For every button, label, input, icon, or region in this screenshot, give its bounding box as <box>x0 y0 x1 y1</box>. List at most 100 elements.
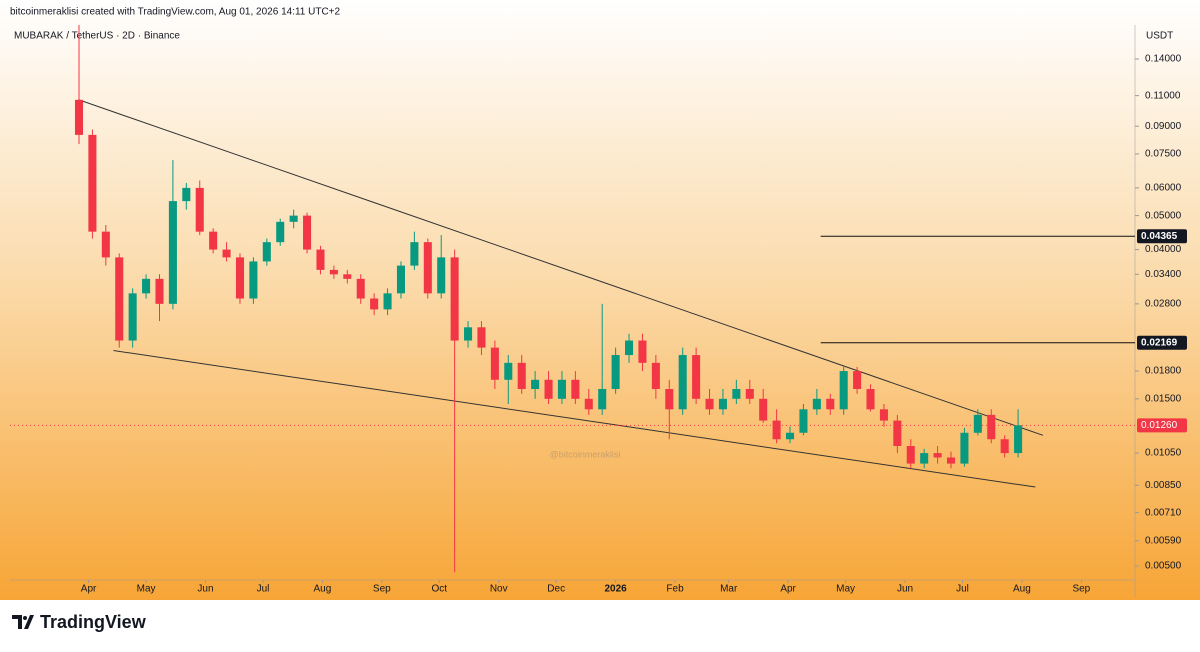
candle-body <box>933 453 942 458</box>
candle-body <box>383 293 392 310</box>
candle-body <box>692 355 701 399</box>
x-tick-label: May <box>836 584 855 595</box>
candle-body <box>920 453 929 464</box>
x-tick-label: Aug <box>313 584 331 595</box>
x-tick-label: Apr <box>81 584 97 595</box>
candle-body <box>799 409 808 433</box>
x-tick-label: Jul <box>956 584 969 595</box>
y-tick-label: 0.01800 <box>1145 366 1182 377</box>
brand: TradingView <box>40 612 147 632</box>
candle-body <box>584 398 593 410</box>
candle-body <box>772 420 781 440</box>
x-tick-label: Oct <box>432 584 448 595</box>
candle-body <box>987 414 996 440</box>
y-tick-label: 0.00710 <box>1145 507 1182 518</box>
candle-body <box>879 409 888 421</box>
candle-body <box>1014 425 1023 454</box>
y-tick-label: 0.06000 <box>1145 183 1182 194</box>
x-tick-label: Nov <box>490 584 508 595</box>
candle-body <box>115 257 124 341</box>
candle-body <box>410 242 419 266</box>
candle-body <box>276 221 285 243</box>
candle-body <box>329 269 338 275</box>
candle-body <box>638 340 647 363</box>
candle-body <box>866 388 875 410</box>
candle-body <box>88 134 97 232</box>
level-label: 0.02169 <box>1141 337 1178 348</box>
last-price-box <box>1137 418 1187 433</box>
candle-body <box>759 398 768 421</box>
candle-body <box>142 278 151 294</box>
candle-body <box>1000 439 1009 454</box>
symbol: MUBARAK / TetherUS · 2D · Binance <box>14 31 180 42</box>
candle-body <box>101 231 110 258</box>
level-box <box>1137 229 1187 244</box>
candle-body <box>437 257 446 294</box>
y-tick-label: 0.03400 <box>1145 269 1182 280</box>
y-tick-label: 0.14000 <box>1145 54 1182 65</box>
candle-body <box>557 379 566 399</box>
candle-body <box>396 265 405 294</box>
x-tick-label: Dec <box>547 584 565 595</box>
candle-body <box>222 249 231 258</box>
candle-body <box>209 231 218 250</box>
candle-body <box>906 446 915 464</box>
candle-body <box>74 99 84 135</box>
candle-body <box>155 278 164 304</box>
x-tick-label: May <box>137 584 156 595</box>
x-tick-label: 2026 <box>604 584 627 595</box>
candle-body <box>960 432 969 464</box>
watermark: @bitcoinmeraklisi <box>550 449 621 459</box>
background <box>0 0 1200 600</box>
y-tick-label: 0.01050 <box>1145 448 1182 459</box>
y-tick-label: 0.11000 <box>1145 90 1181 101</box>
candle-body <box>235 257 245 299</box>
candle-body <box>450 257 459 341</box>
candle-body <box>826 398 835 410</box>
y-tick-label: 0.07500 <box>1145 149 1182 160</box>
trendline <box>78 99 1044 436</box>
candle-body <box>946 457 956 464</box>
y-tick-label: 0.02800 <box>1145 298 1182 309</box>
candle-body <box>289 215 298 222</box>
brand-logo <box>12 615 34 629</box>
last-price-label: 0.01260 <box>1141 420 1178 431</box>
candle-body <box>651 362 660 389</box>
candle-body <box>745 388 754 399</box>
level-label: 0.04365 <box>1141 231 1178 242</box>
x-tick-label: Feb <box>666 584 684 595</box>
x-tick-label: Jul <box>257 584 270 595</box>
x-tick-label: Jun <box>897 584 913 595</box>
x-tick-label: Aug <box>1013 584 1031 595</box>
y-tick-label: 0.04000 <box>1145 244 1182 255</box>
x-tick-label: Jun <box>197 584 213 595</box>
candle-body <box>812 398 821 410</box>
candle-body <box>262 242 271 262</box>
y-tick-label: 0.00850 <box>1145 480 1182 491</box>
candle-body <box>195 187 204 232</box>
y-tick-label: 0.00500 <box>1145 561 1182 572</box>
candle-body <box>598 388 607 410</box>
candle-body <box>370 298 379 310</box>
x-tick-label: Sep <box>373 584 391 595</box>
y-tick-label: 0.05000 <box>1145 210 1182 221</box>
candle-body <box>490 347 499 380</box>
candle-body <box>343 274 352 279</box>
candle-body <box>477 327 486 348</box>
candle-body <box>571 379 580 399</box>
candle-body <box>973 414 982 433</box>
candle-body <box>678 355 687 410</box>
y-tick-label: 0.00590 <box>1145 535 1182 546</box>
y-tick-label: 0.09000 <box>1145 121 1182 132</box>
x-tick-label: Sep <box>1072 584 1090 595</box>
candle-body <box>893 420 902 447</box>
candle-body <box>168 201 177 304</box>
candle-body <box>182 187 191 202</box>
candle-body <box>665 388 674 410</box>
candle-body <box>303 215 312 250</box>
candle-body <box>504 362 513 380</box>
y-tick-label: 0.01500 <box>1145 393 1182 404</box>
candle-body <box>249 261 258 299</box>
candle-body <box>625 340 634 356</box>
